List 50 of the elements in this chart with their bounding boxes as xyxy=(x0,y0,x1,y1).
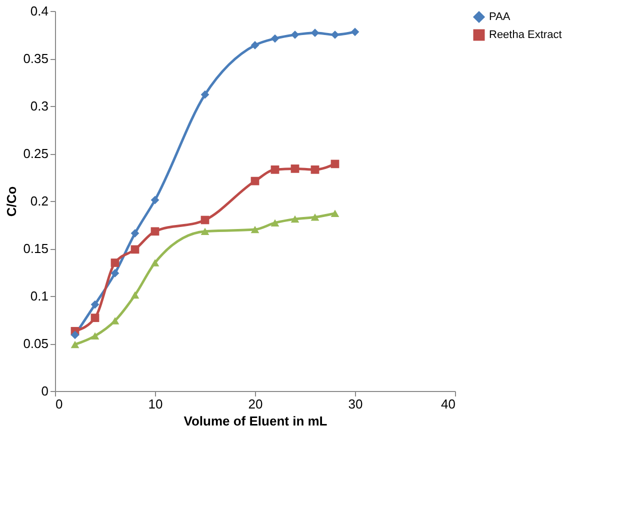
x-axis-title: Volume of Eluent in mL xyxy=(184,414,328,428)
point xyxy=(200,90,210,99)
x-tick-label: 10 xyxy=(148,396,163,412)
point xyxy=(310,28,320,38)
point xyxy=(150,259,160,266)
point xyxy=(270,165,280,174)
y-tick-label: 0.05 xyxy=(23,336,48,351)
point xyxy=(290,30,300,39)
point xyxy=(290,215,300,223)
legend-label: Reetha Extract xyxy=(489,29,562,41)
point xyxy=(250,41,260,50)
point xyxy=(150,227,160,236)
y-tick-label: 0.2 xyxy=(30,194,48,208)
point xyxy=(200,228,210,236)
point xyxy=(90,300,100,309)
y-tick-label: 0.15 xyxy=(23,241,48,256)
x-tick-label: 20 xyxy=(248,396,263,412)
point xyxy=(130,291,140,299)
point xyxy=(270,219,280,226)
point xyxy=(130,245,140,254)
point xyxy=(290,164,300,173)
point xyxy=(250,226,260,234)
point xyxy=(250,176,260,186)
y-tick-label: 0.25 xyxy=(23,146,48,161)
point xyxy=(350,28,360,36)
y-tick-label: 0 xyxy=(41,384,48,398)
point xyxy=(330,160,340,168)
point xyxy=(310,214,320,221)
x-tick-label: 30 xyxy=(348,396,363,412)
point xyxy=(130,229,140,238)
point xyxy=(270,34,280,43)
y-tick-label: 0.4 xyxy=(30,4,48,18)
point xyxy=(90,332,100,340)
point xyxy=(330,210,340,217)
y-tick-label: 0.35 xyxy=(23,51,48,66)
y-tick-label: 0.1 xyxy=(30,288,48,304)
y-axis-title: C/Co xyxy=(4,186,20,217)
legend-label: PAA xyxy=(489,11,511,23)
point xyxy=(310,165,320,174)
y-tick-label: 0.3 xyxy=(30,98,48,114)
x-tick-label: 40 xyxy=(441,396,456,412)
point xyxy=(110,258,120,267)
x-tick-label: 0 xyxy=(56,396,63,412)
point xyxy=(70,340,80,348)
point xyxy=(150,196,160,204)
point xyxy=(110,269,120,278)
point xyxy=(90,314,100,322)
point xyxy=(330,30,340,39)
point xyxy=(200,216,210,224)
point xyxy=(70,330,80,340)
